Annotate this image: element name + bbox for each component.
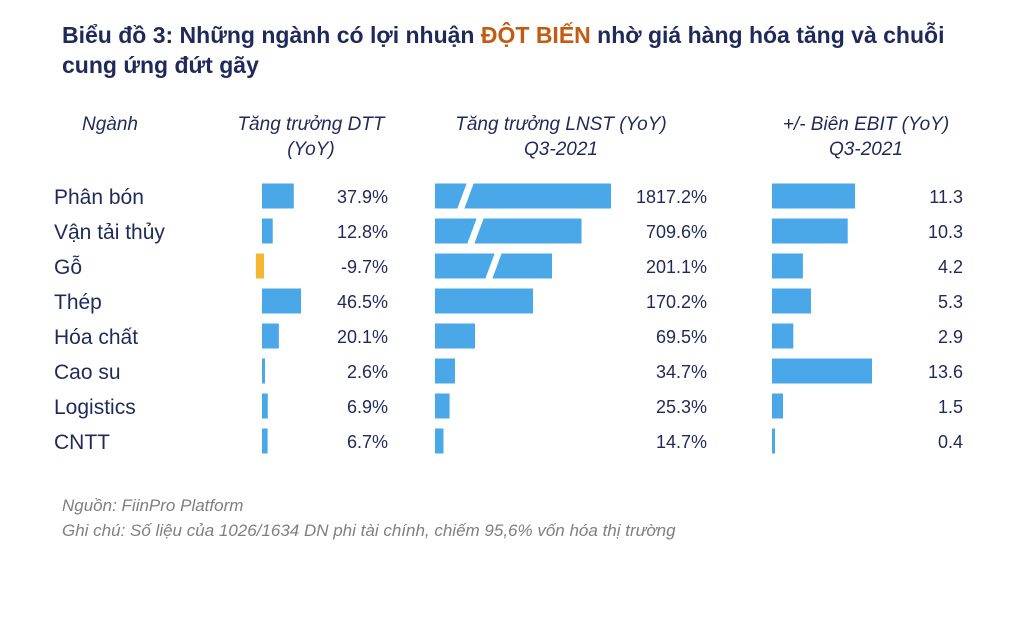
data-label: 69.5% [656,327,707,347]
data-bar [772,428,775,454]
category-label: Cao su [54,361,121,384]
title-highlight: ĐỘT BIẾN [480,22,591,48]
data-bar [255,253,264,279]
data-bar [435,358,455,384]
series-header: Tăng trưởng DTT [237,114,385,135]
data-bar [262,288,301,314]
data-label: 0.4 [938,432,963,452]
axis-break-mark [467,217,484,245]
data-bar [262,358,265,384]
category-label: Logistics [54,396,136,419]
data-label: 1.5 [938,397,963,417]
series-header: +/- Biên EBIT (YoY) [783,114,949,135]
data-label: 170.2% [646,292,707,312]
title-text-1: Biểu đồ 3: Những ngành có lợi nhuận [62,22,481,48]
source-note: Nguồn: FiinPro Platform [62,496,244,515]
data-bar [772,183,856,209]
data-label: 10.3 [928,222,963,242]
data-label: 709.6% [646,222,707,242]
series-header: Q3-2021 [829,139,903,160]
category-label: Vận tải thủy [54,221,165,244]
data-bar [435,428,444,454]
category-label: Thép [54,291,102,314]
data-bar [435,393,450,419]
data-bar [772,393,784,419]
data-label: 2.9 [938,327,963,347]
category-label: Phân bón [54,186,144,209]
data-label: 11.3 [929,187,963,207]
data-bar [435,218,582,244]
axis-break-mark [457,182,474,210]
footnote: Ghi chú: Số liệu của 1026/1634 DN phi tà… [62,521,676,540]
axis-break-mark [485,252,502,280]
data-label: 201.1% [646,257,707,277]
data-bar [435,288,533,314]
data-label: 4.2 [938,257,963,277]
category-label: Gỗ [54,256,82,279]
category-label: Hóa chất [54,326,138,349]
data-label: 14.7% [656,432,707,452]
data-bar [262,183,294,209]
data-label: 13.6 [928,362,963,382]
chart-title: Biểu đồ 3: Những ngành có lợi nhuận ĐỘT … [62,20,1002,80]
data-bar [772,358,872,384]
series-header: (YoY) [287,139,335,160]
data-label: 6.7% [347,432,388,452]
data-bar [772,323,794,349]
data-bar [262,428,268,454]
data-bar [262,393,268,419]
data-label: 34.7% [656,362,707,382]
data-label: 20.1% [337,327,388,347]
data-bar [772,218,848,244]
data-label: 2.6% [347,362,388,382]
data-label: 5.3 [938,292,963,312]
data-label: 1817.2% [636,187,707,207]
data-bar [772,288,811,314]
category-header: Ngành [82,114,138,135]
data-bar [262,218,273,244]
series-header: Tăng trưởng LNST (YoY) [455,114,667,135]
data-bar [772,253,803,279]
data-label: -9.7% [341,257,388,277]
data-label: 12.8% [337,222,388,242]
title-text-2: nhờ giá hàng hóa tăng và chuỗi cung ứng … [62,22,945,78]
category-label: CNTT [54,431,110,454]
data-label: 37.9% [337,187,388,207]
data-bar [262,323,279,349]
data-bar [435,323,476,349]
data-label: 25.3% [656,397,707,417]
data-label: 6.9% [347,397,388,417]
series-header: Q3-2021 [524,139,598,160]
data-label: 46.5% [337,292,388,312]
